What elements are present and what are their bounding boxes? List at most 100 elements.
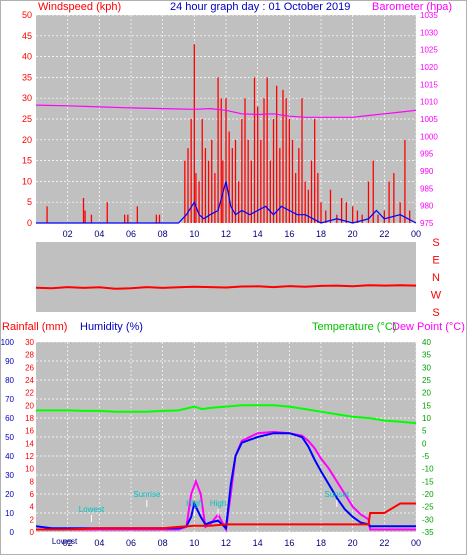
temp-x-axis-ticks: 02 04 06 08 10 12 14 16 18 20 22 00: [63, 538, 421, 548]
gust-line: [36, 181, 417, 224]
rain-tick-label: 20: [25, 401, 34, 410]
barometer-tick-label: 1035: [420, 11, 438, 20]
temp-x-tick-label: 10: [189, 538, 199, 548]
wind-x-tick-label: 06: [126, 229, 136, 239]
wind-x-tick-label: 20: [348, 229, 358, 239]
humidity-tick-label: 50: [5, 433, 14, 442]
temperature-axis-label: Temperature (°C): [312, 321, 396, 333]
barometer-tick-label: 975: [420, 219, 434, 228]
wind-x-tick-label: 14: [253, 229, 263, 239]
barometer-tick-label: 1025: [420, 46, 438, 55]
barometer-tick-label: 1020: [420, 63, 438, 72]
temp-x-tick-label: 14: [253, 538, 263, 548]
rain-tick-label: 12: [25, 452, 34, 461]
humidity-tick-label: 60: [5, 414, 14, 423]
barometer-tick-label: 1015: [420, 80, 438, 89]
direction-label: N: [432, 272, 440, 284]
barometer-y-axis-ticks: 975 980 985 990 995 1000 1005 1010 1015 1020 1025 1…: [420, 11, 438, 228]
windspeed-tick-label: 5: [27, 197, 32, 207]
annotation-label: High: [210, 499, 226, 508]
wind-x-tick-label: 12: [221, 229, 231, 239]
windspeed-tick-label: 0: [27, 218, 32, 228]
windspeed-tick-label: 15: [22, 156, 32, 166]
barometer-tick-label: 990: [420, 167, 434, 176]
temp-tick-label: 30: [422, 363, 431, 372]
temp-tick-label: 40: [422, 338, 431, 347]
humidity-tick-label: 80: [5, 376, 14, 385]
temp-x-tick-label: 12: [221, 538, 231, 548]
temp-x-tick-label: 06: [126, 538, 136, 548]
direction-label: E: [432, 255, 439, 267]
rain-tick-label: 24: [25, 376, 34, 385]
humidity-tick-label: 0: [10, 528, 15, 537]
temp-tick-label: -20: [422, 490, 434, 499]
temp-x-tick-label: 20: [348, 538, 358, 548]
temp-series: [35, 404, 417, 533]
temp-tick-label: -15: [422, 477, 434, 486]
wind-x-tick-label: 16: [284, 229, 294, 239]
annotation-label: Sunrise: [133, 490, 161, 499]
temp-x-tick-label: 02: [63, 538, 73, 548]
barometer-axis-label: Barometer (hpa): [372, 1, 452, 13]
rain-tick-label: 26: [25, 363, 34, 372]
windspeed-tick-label: 30: [22, 93, 32, 103]
rain-tick-label: 22: [25, 389, 34, 398]
rain-tick-label: 6: [30, 490, 35, 499]
temp-x-tick-label: 00: [411, 538, 421, 548]
temp-tick-label: 5: [422, 427, 427, 436]
wind-x-tick-label: 18: [316, 229, 326, 239]
temp-tick-label: -30: [422, 515, 434, 524]
rain-tick-label: 2: [30, 515, 35, 524]
temperature-line: [36, 404, 417, 425]
rainfall-axis-label: Rainfall (mm): [2, 321, 67, 333]
temp-x-tick-label: 18: [316, 538, 326, 548]
windspeed-tick-label: 35: [22, 72, 32, 82]
wind-y-axis-ticks: 0 5 10 15 20 25 30 35 40 45 50: [22, 10, 32, 228]
rain-tick-label: 8: [30, 477, 35, 486]
windspeed-axis-label: Windspeed (kph): [38, 1, 121, 13]
wind-x-tick-label: 22: [379, 229, 389, 239]
windspeed-tick-label: 45: [22, 31, 32, 41]
wind-x-tick-label: 10: [189, 229, 199, 239]
barometer-tick-label: 1005: [420, 115, 438, 124]
annotation-label: High: [186, 499, 202, 508]
windspeed-tick-label: 10: [22, 176, 32, 186]
direction-label: W: [431, 290, 442, 302]
temp-tick-label: -35: [422, 528, 434, 537]
temp-y-axis-ticks: -35 -30 -25 -20 -15 -10 -5 0 5 10 15 20 25 30 35 40: [422, 338, 434, 537]
wind-x-axis-ticks: 02 04 06 08 10 12 14 16 18 20 22 00: [63, 229, 421, 239]
windspeed-tick-label: 25: [22, 114, 32, 124]
temp-tick-label: 25: [422, 376, 431, 385]
temp-tick-label: 35: [422, 351, 431, 360]
humidity-axis-label: Humidity (%): [80, 321, 143, 333]
humidity-tick-label: 40: [5, 452, 14, 461]
wind-x-tick-label: 04: [94, 229, 104, 239]
temp-tick-label: -5: [422, 452, 430, 461]
humidity-tick-label: 30: [5, 471, 14, 480]
wind-x-tick-label: 00: [411, 229, 421, 239]
barometer-tick-label: 980: [420, 202, 434, 211]
dewpoint-axis-label: Dew Point (°C): [392, 321, 465, 333]
rain-tick-label: 4: [30, 503, 35, 512]
temp-x-tick-label: 08: [158, 538, 168, 548]
rain-tick-label: 0: [30, 528, 35, 537]
humidity-y-axis-ticks: 0 10 20 30 40 50 60 70 80 90 100: [1, 338, 15, 537]
rain-tick-label: 16: [25, 427, 34, 436]
direction-series: [35, 284, 417, 290]
barometer-line: [35, 104, 417, 118]
temp-grid: [36, 341, 417, 533]
direction-label: S: [432, 307, 439, 319]
annotation-label: Lowest: [79, 505, 105, 514]
rain-tick-label: 28: [25, 351, 34, 360]
direction-plot-area: [36, 242, 416, 312]
rain-tick-label: 18: [25, 414, 34, 423]
wind-x-tick-label: 02: [63, 229, 73, 239]
temp-tick-label: 20: [422, 389, 431, 398]
wind-direction-line: [35, 284, 417, 290]
rainfall-line: [36, 502, 416, 531]
humidity-tick-label: 70: [5, 395, 14, 404]
humidity-tick-label: 20: [5, 490, 14, 499]
